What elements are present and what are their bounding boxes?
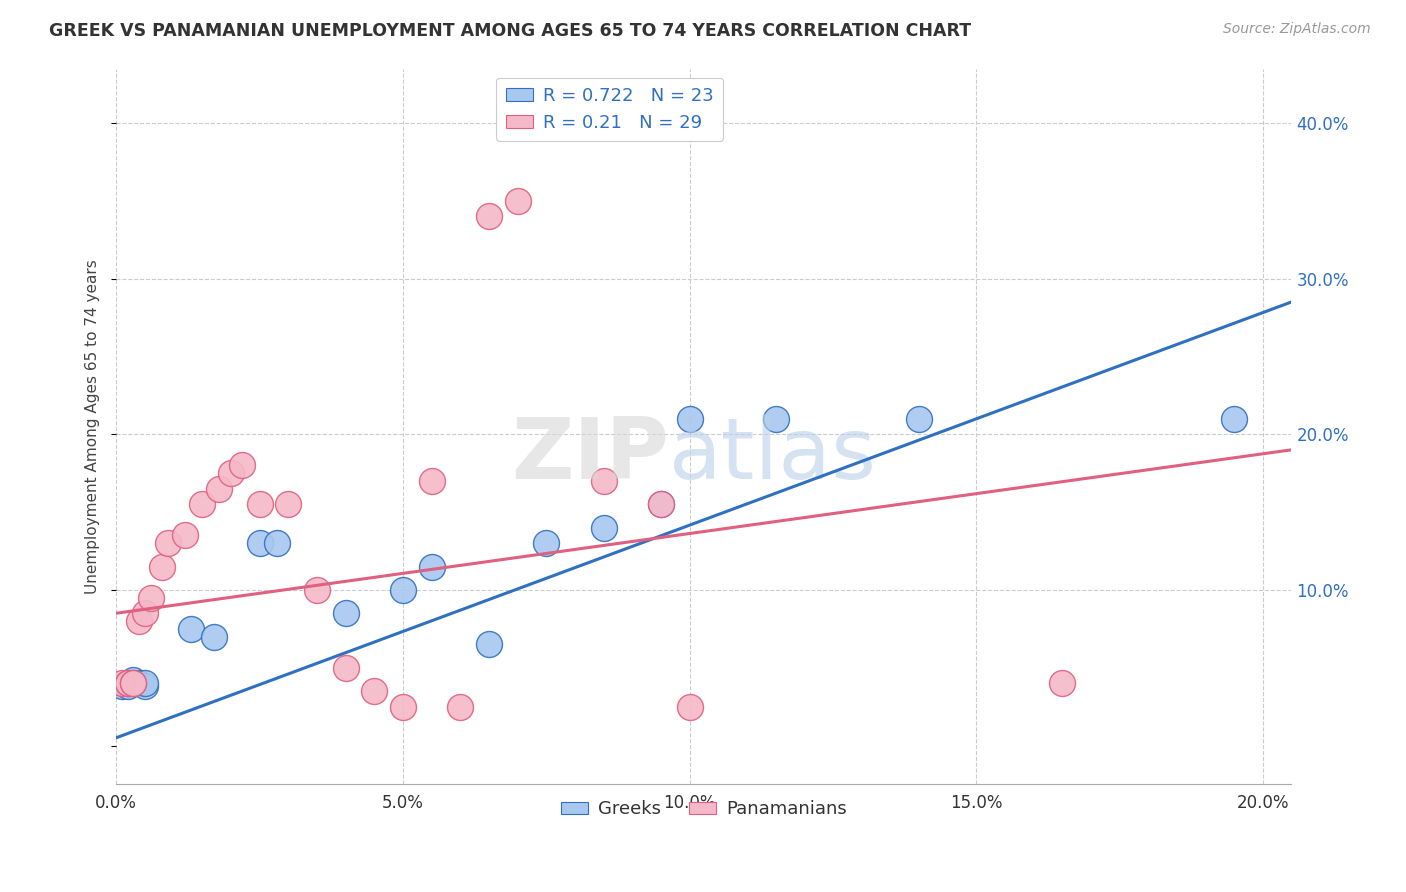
- Point: [650, 497, 672, 511]
- Y-axis label: Unemployment Among Ages 65 to 74 years: Unemployment Among Ages 65 to 74 years: [86, 259, 100, 594]
- Point: [122, 676, 145, 690]
- Point: [277, 497, 299, 511]
- Point: [156, 536, 179, 550]
- Point: [335, 661, 357, 675]
- Point: [231, 458, 253, 473]
- Point: [305, 582, 328, 597]
- Point: [678, 699, 700, 714]
- Point: [534, 536, 557, 550]
- Point: [249, 497, 271, 511]
- Point: [650, 497, 672, 511]
- Point: [765, 411, 787, 425]
- Point: [111, 676, 134, 690]
- Point: [122, 673, 145, 688]
- Point: [111, 679, 134, 693]
- Point: [392, 699, 415, 714]
- Point: [478, 210, 501, 224]
- Point: [128, 614, 150, 628]
- Legend: Greeks, Panamanians: Greeks, Panamanians: [554, 793, 855, 825]
- Point: [478, 637, 501, 651]
- Point: [139, 591, 162, 605]
- Point: [128, 676, 150, 690]
- Text: Source: ZipAtlas.com: Source: ZipAtlas.com: [1223, 22, 1371, 37]
- Point: [266, 536, 288, 550]
- Point: [592, 521, 614, 535]
- Point: [335, 606, 357, 620]
- Point: [420, 559, 443, 574]
- Point: [449, 699, 471, 714]
- Text: GREEK VS PANAMANIAN UNEMPLOYMENT AMONG AGES 65 TO 74 YEARS CORRELATION CHART: GREEK VS PANAMANIAN UNEMPLOYMENT AMONG A…: [49, 22, 972, 40]
- Point: [219, 466, 242, 480]
- Point: [191, 497, 214, 511]
- Point: [122, 676, 145, 690]
- Point: [392, 582, 415, 597]
- Point: [134, 679, 156, 693]
- Point: [134, 676, 156, 690]
- Point: [678, 411, 700, 425]
- Point: [134, 606, 156, 620]
- Point: [117, 676, 139, 690]
- Text: atlas: atlas: [669, 414, 876, 497]
- Point: [249, 536, 271, 550]
- Point: [592, 474, 614, 488]
- Point: [202, 630, 225, 644]
- Point: [117, 676, 139, 690]
- Point: [174, 528, 197, 542]
- Point: [506, 194, 529, 208]
- Point: [1223, 411, 1246, 425]
- Text: ZIP: ZIP: [510, 414, 669, 497]
- Point: [908, 411, 931, 425]
- Point: [150, 559, 173, 574]
- Point: [117, 676, 139, 690]
- Point: [420, 474, 443, 488]
- Point: [122, 676, 145, 690]
- Point: [1050, 676, 1073, 690]
- Point: [208, 482, 231, 496]
- Point: [180, 622, 202, 636]
- Point: [363, 684, 385, 698]
- Point: [117, 679, 139, 693]
